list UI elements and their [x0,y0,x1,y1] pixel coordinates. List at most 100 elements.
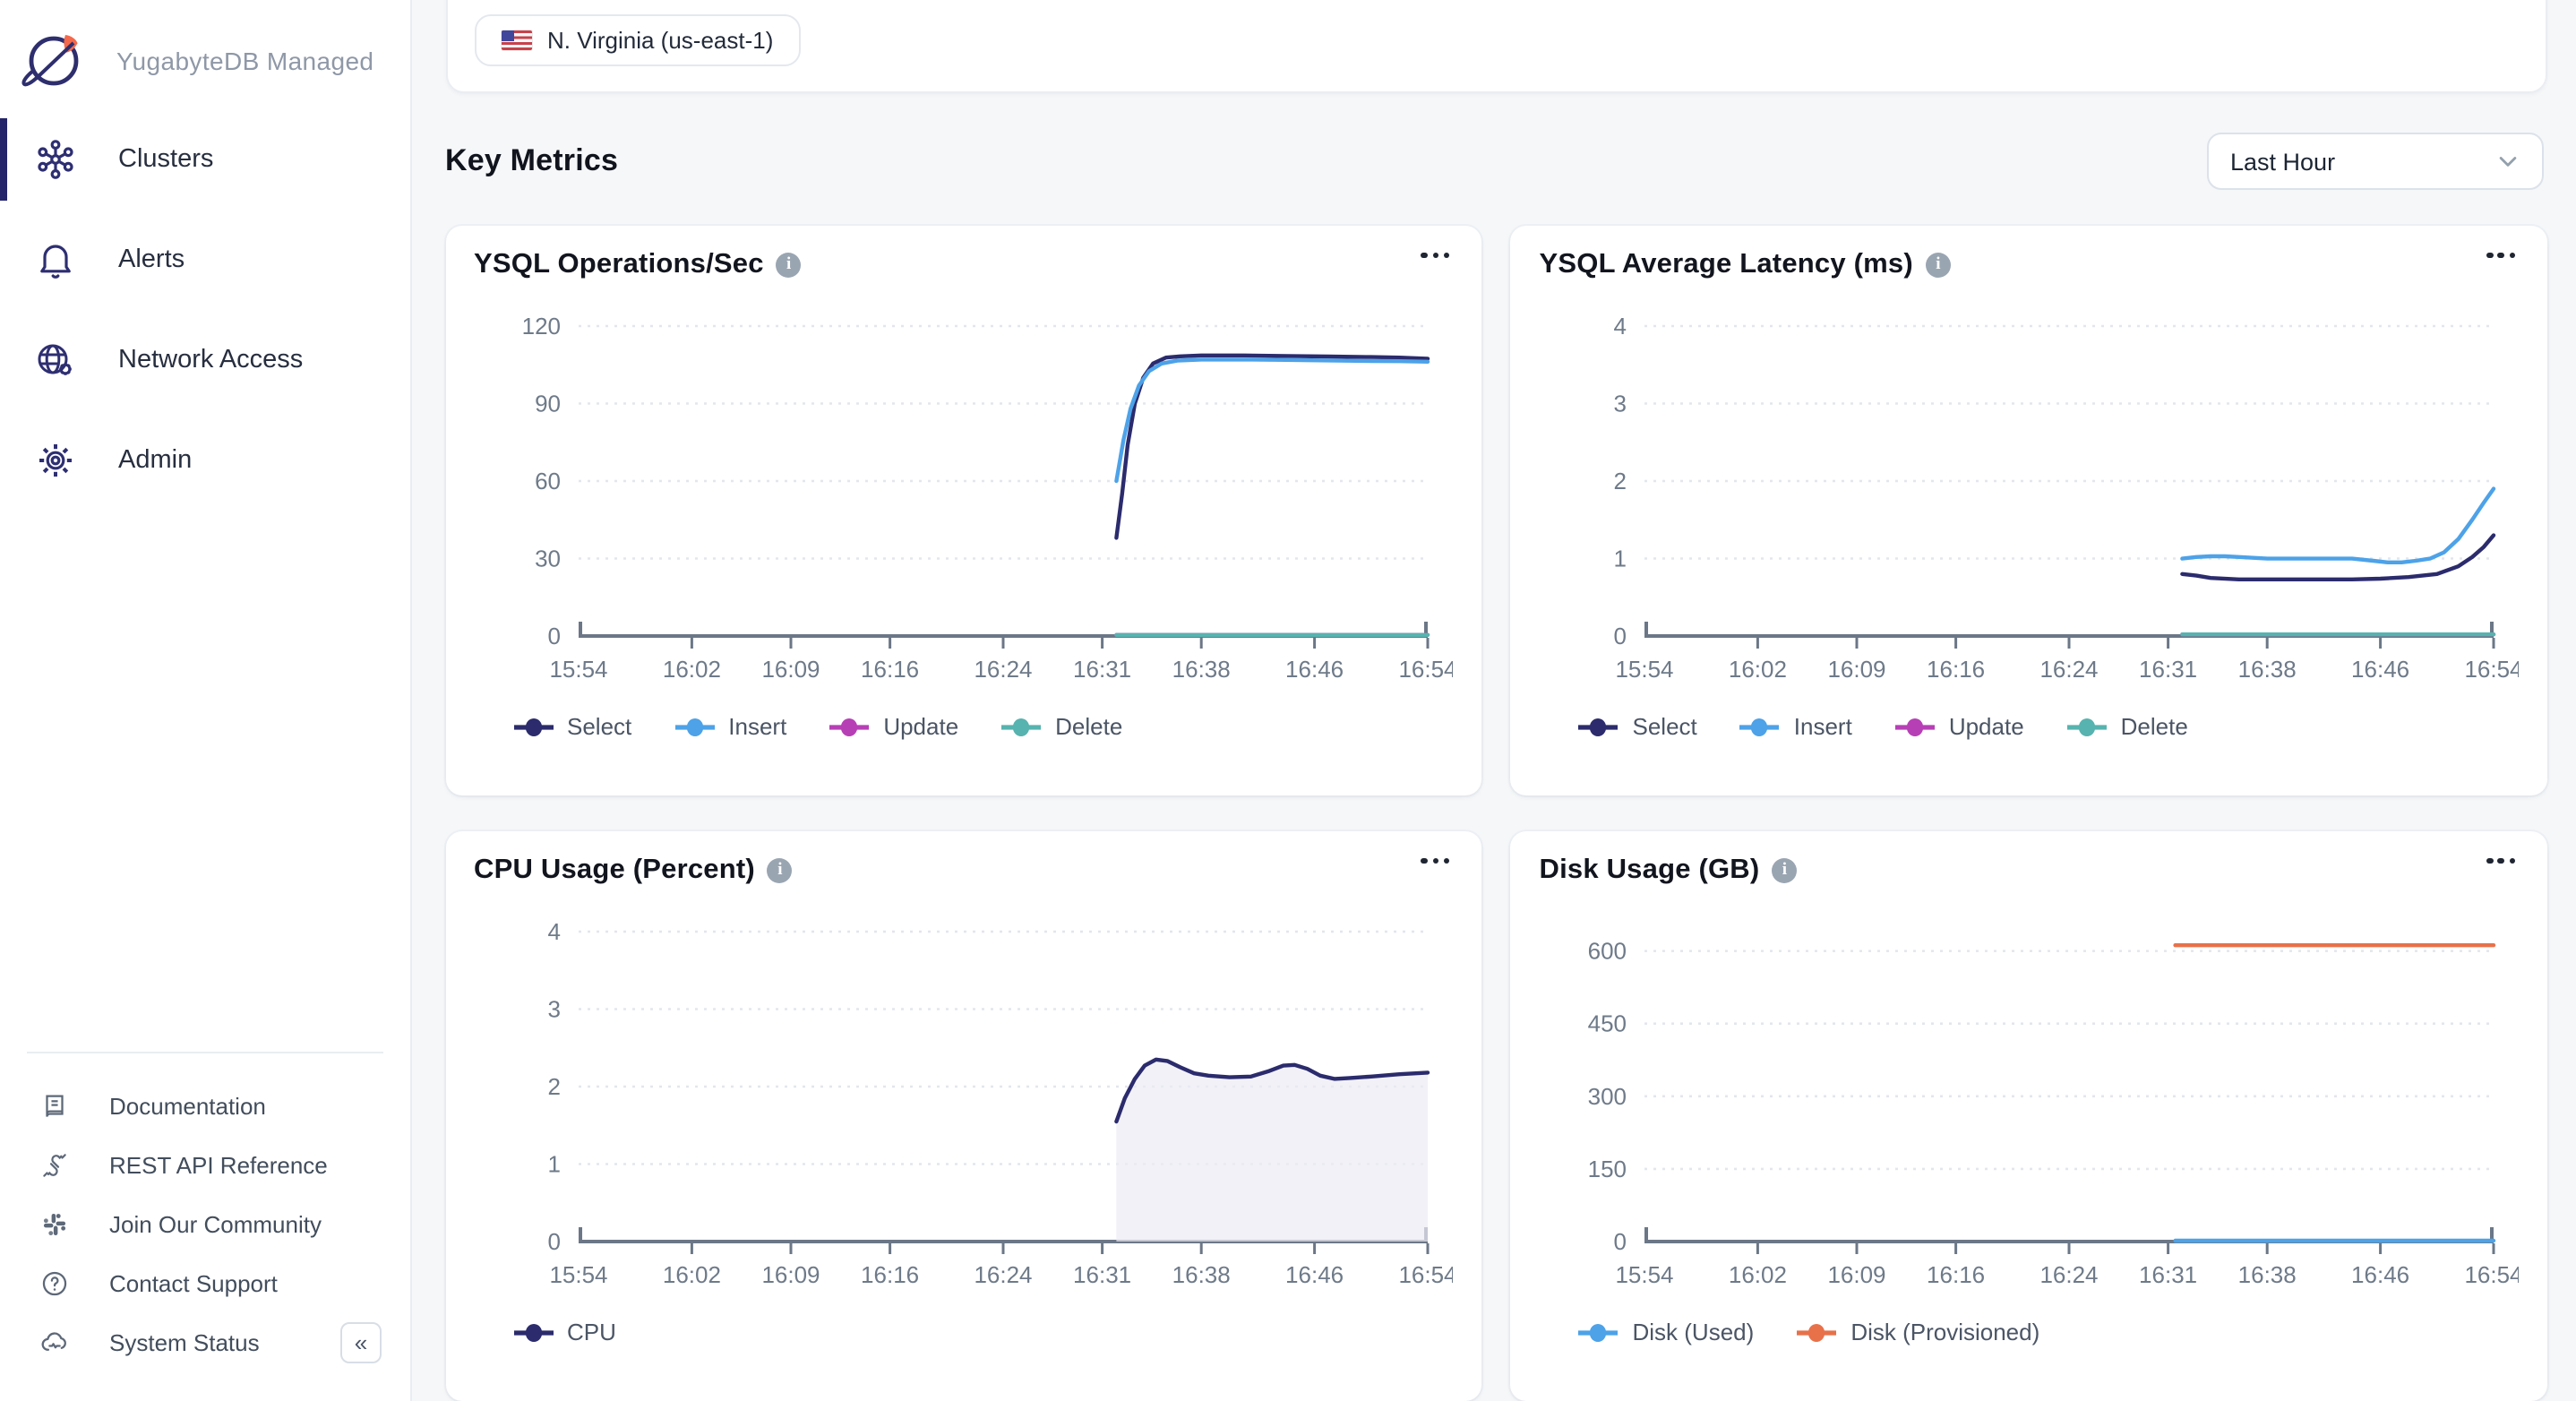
legend-marker-icon [1001,718,1041,735]
legend-item: Delete [2067,713,2188,740]
globe-gear-icon [34,339,77,382]
legend-label: CPU [567,1319,616,1345]
footer-link-support[interactable]: Contact Support [0,1254,410,1313]
footer-link-label: System Status [109,1329,260,1356]
sidebar-item-label: Clusters [118,145,213,174]
svg-text:16:16: 16:16 [1926,1261,1984,1288]
gear-icon [34,439,77,482]
chart-area: 030609012015:5416:0216:0916:1616:2416:31… [445,305,1482,684]
svg-text:16:24: 16:24 [2039,1261,2098,1288]
svg-text:16:46: 16:46 [1285,1261,1344,1288]
legend-marker-icon [674,718,714,735]
legend-marker-icon [513,718,553,735]
info-icon[interactable]: i [1772,858,1797,883]
chart-area: 0123415:5416:0216:0916:1616:2416:3116:38… [1511,305,2548,684]
time-range-select[interactable]: Last Hour [2207,133,2544,190]
region-chip[interactable]: N. Virginia (us-east-1) [474,14,800,66]
svg-text:16:16: 16:16 [861,1261,919,1288]
svg-text:3: 3 [1613,391,1626,417]
chart-legend: Select Insert Update Delete [513,713,1482,740]
svg-text:90: 90 [535,391,561,417]
sidebar-item-network[interactable]: Network Access [0,310,410,410]
metric-card: YSQL Average Latency (ms) i 0123415:5416… [1511,226,2548,795]
legend-marker-icon [829,718,869,735]
page-header: N. Virginia (us-east-1) [445,0,2547,93]
more-menu-button[interactable] [1414,847,1457,875]
card-header: Disk Usage (GB) i [1511,831,2548,887]
svg-text:0: 0 [547,623,560,649]
chart-area: 015030045060015:5416:0216:0916:1616:2416… [1511,910,2548,1290]
svg-text:4: 4 [547,918,560,945]
chevron-down-icon [2495,149,2520,174]
legend-marker-icon [1797,1323,1836,1341]
info-icon[interactable]: i [768,858,793,883]
sidebar-item-clusters[interactable]: Clusters [0,109,410,210]
legend-item: Disk (Provisioned) [1797,1319,2039,1345]
sidebar-item-label: Alerts [118,245,185,274]
svg-text:0: 0 [547,1228,560,1255]
legend-label: Insert [728,713,786,740]
svg-text:16:02: 16:02 [1728,1261,1786,1288]
footer-link-community[interactable]: Join Our Community [0,1195,410,1254]
legend-label: Update [883,713,958,740]
sidebar-item-label: Admin [118,446,192,475]
sidebar-item-alerts[interactable]: Alerts [0,210,410,310]
svg-text:600: 600 [1587,938,1626,965]
info-icon[interactable]: i [1926,253,1951,278]
sidebar-item-label: Network Access [118,346,303,374]
legend-label: Delete [2121,713,2188,740]
chevrons-left-icon: « [355,1331,367,1354]
chart-canvas: 015030045060015:5416:0216:0916:1616:2416… [1540,910,2518,1290]
info-icon[interactable]: i [777,253,802,278]
key-metrics-header-row: Key Metrics Last Hour [445,133,2544,190]
legend-label: Select [1633,713,1697,740]
metric-card: CPU Usage (Percent) i 0123415:5416:0216:… [445,831,1482,1401]
sidebar-item-admin[interactable]: Admin [0,410,410,511]
svg-text:15:54: 15:54 [1615,656,1673,683]
legend-label: Insert [1794,713,1852,740]
svg-text:16:46: 16:46 [2350,1261,2409,1288]
card-header: YSQL Average Latency (ms) i [1511,226,2548,281]
chart-legend: Select Insert Update Delete [1579,713,2548,740]
chart-title: YSQL Operations/Sec [474,249,764,281]
svg-text:16:09: 16:09 [1827,1261,1885,1288]
svg-text:4: 4 [1613,313,1626,340]
svg-text:16:54: 16:54 [2464,656,2519,683]
yugabyte-logo-icon [20,24,91,96]
sidebar-collapse-button[interactable]: « [340,1322,382,1363]
clusters-icon [34,138,77,181]
svg-text:16:24: 16:24 [2039,656,2098,683]
svg-text:16:31: 16:31 [1073,1261,1131,1288]
more-menu-button[interactable] [2479,847,2522,875]
legend-item: Insert [674,713,786,740]
svg-text:0: 0 [1613,623,1626,649]
footer-link-docs[interactable]: Documentation [0,1077,410,1136]
legend-item: Insert [1740,713,1852,740]
section-title: Key Metrics [445,143,618,179]
svg-text:16:02: 16:02 [663,1261,721,1288]
svg-text:16:46: 16:46 [1285,656,1344,683]
legend-label: Disk (Used) [1633,1319,1755,1345]
svg-text:150: 150 [1587,1156,1626,1182]
more-menu-button[interactable] [1414,242,1457,270]
legend-label: Delete [1055,713,1122,740]
more-menu-button[interactable] [2479,242,2522,270]
card-header: CPU Usage (Percent) i [445,831,1482,887]
sidebar-footer: Documentation REST API Reference Join Ou… [0,1052,410,1372]
svg-text:300: 300 [1587,1083,1626,1110]
svg-text:16:54: 16:54 [1398,1261,1453,1288]
sidebar: YugabyteDB Managed Clusters Alerts Netwo… [0,0,412,1401]
svg-text:1: 1 [1613,546,1626,572]
app-window: YugabyteDB Managed Clusters Alerts Netwo… [0,0,2576,1401]
legend-item: Delete [1001,713,1122,740]
svg-text:16:38: 16:38 [2237,656,2296,683]
svg-text:16:09: 16:09 [1827,656,1885,683]
metric-card: Disk Usage (GB) i 015030045060015:5416:0… [1511,831,2548,1401]
legend-item: CPU [513,1319,616,1345]
svg-text:16:31: 16:31 [1073,656,1131,683]
svg-text:16:38: 16:38 [1172,656,1230,683]
legend-marker-icon [1740,718,1780,735]
time-range-value: Last Hour [2230,148,2335,175]
region-label: N. Virginia (us-east-1) [547,27,773,54]
footer-link-api[interactable]: REST API Reference [0,1136,410,1195]
